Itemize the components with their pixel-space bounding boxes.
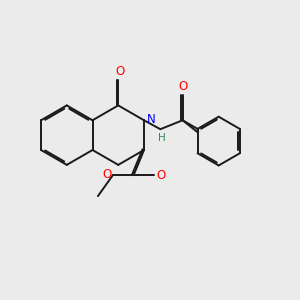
Text: O: O (115, 65, 124, 78)
Text: O: O (102, 168, 111, 181)
Text: O: O (156, 169, 165, 182)
Text: N: N (146, 112, 155, 126)
Text: O: O (178, 80, 187, 93)
Text: H: H (158, 133, 166, 143)
